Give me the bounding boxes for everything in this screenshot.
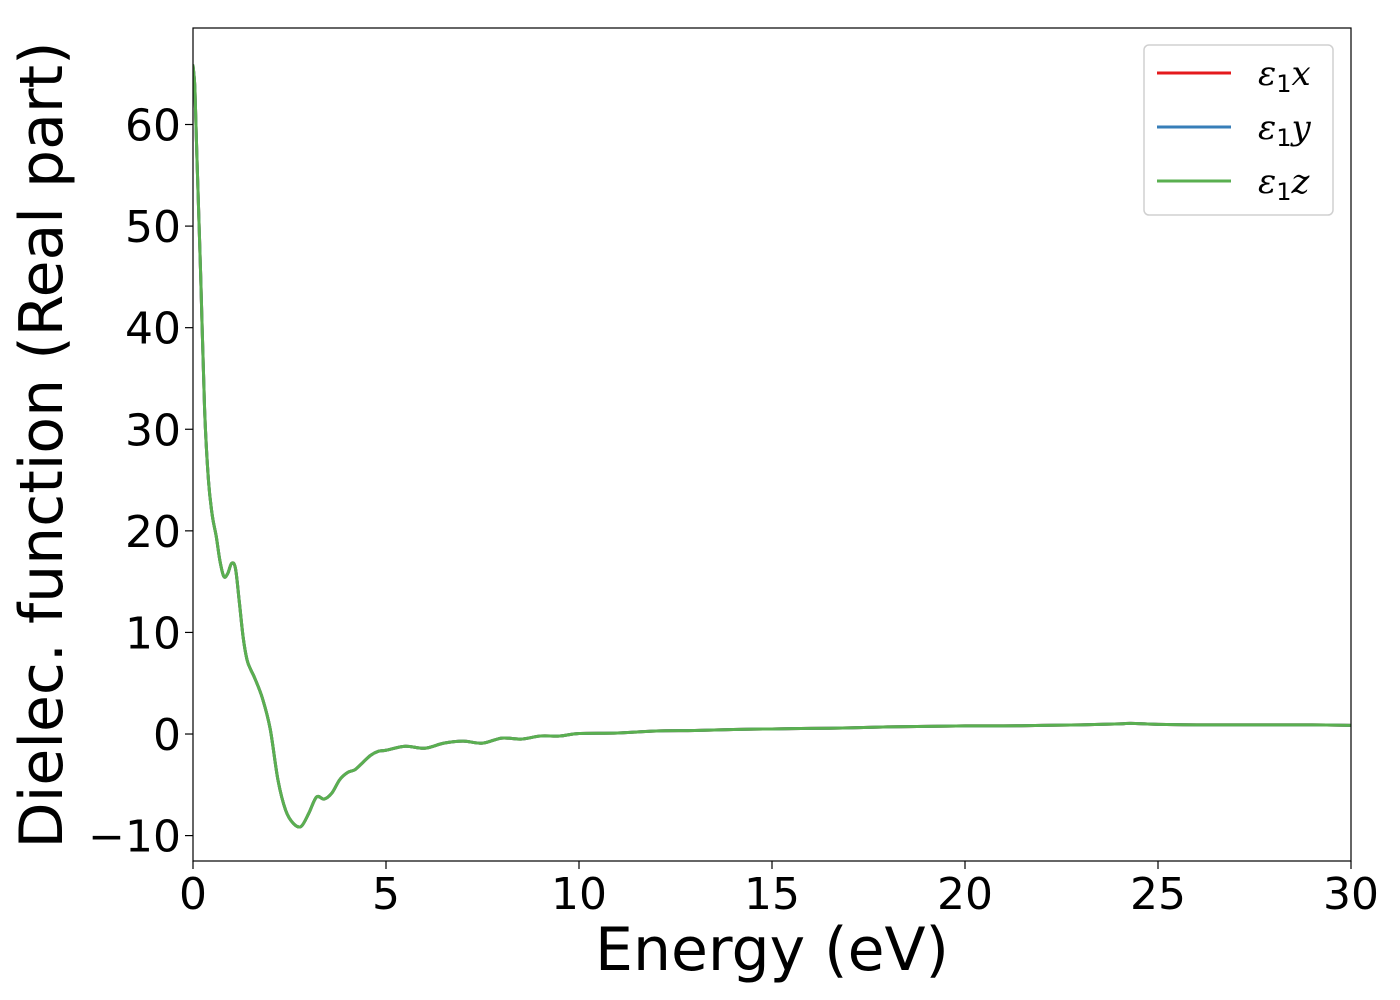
x-tick-label: 10 (551, 869, 607, 920)
x-tick-label: 0 (179, 869, 207, 920)
legend-label-x: ε1x (1258, 54, 1311, 98)
x-tick-label: 25 (1130, 869, 1186, 920)
legend-variable: x (1292, 54, 1311, 94)
legend-label-y: ε1y (1258, 108, 1312, 152)
y-axis-ticks: −10 0 10 20 30 40 50 60 (88, 101, 193, 863)
y-tick-label: 0 (153, 710, 181, 761)
y-tick-label: 50 (125, 202, 181, 253)
y-axis-label: Dielec. function (Real part) (7, 42, 77, 849)
legend-subscript: 1 (1276, 178, 1291, 206)
legend-subscript: 1 (1276, 70, 1291, 98)
y-tick-label: 60 (125, 101, 181, 152)
y-tick-label: 30 (125, 405, 181, 456)
x-axis-label: Energy (eV) (595, 915, 949, 985)
series-layer (193, 64, 1351, 829)
y-tick-label: 40 (125, 304, 181, 355)
legend-symbol: ε (1258, 162, 1276, 202)
y-tick-label: 10 (125, 608, 181, 659)
x-axis-ticks: 0 5 10 15 20 25 30 (179, 861, 1379, 920)
legend-label-z: ε1z (1258, 162, 1311, 206)
y-tick-label: −10 (88, 812, 181, 863)
series-line-z (193, 64, 1351, 829)
x-tick-label: 20 (937, 869, 993, 920)
x-tick-label: 30 (1323, 869, 1379, 920)
legend-variable: z (1291, 162, 1311, 202)
legend-symbol: ε (1258, 54, 1276, 94)
x-tick-label: 5 (372, 869, 400, 920)
legend-symbol: ε (1258, 108, 1276, 148)
legend-box (1143, 44, 1334, 216)
legend-subscript: 1 (1276, 124, 1291, 152)
legend-variable: y (1290, 108, 1312, 148)
x-tick-label: 15 (744, 869, 800, 920)
y-tick-label: 20 (125, 507, 181, 558)
